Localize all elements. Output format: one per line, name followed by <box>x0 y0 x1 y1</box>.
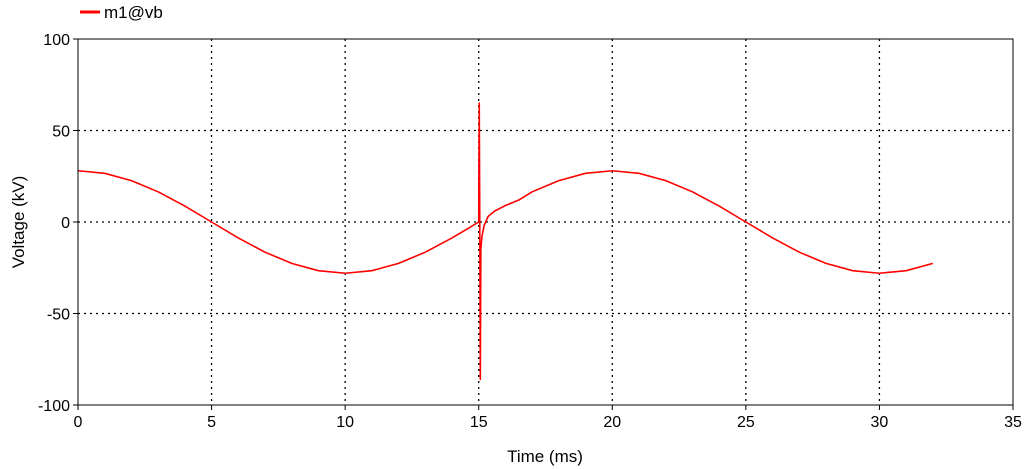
x-tick-label-25: 25 <box>737 414 755 431</box>
x-tick-label-5: 5 <box>207 414 216 431</box>
legend: m1@vb <box>80 3 163 22</box>
x-tick-label-35: 35 <box>1004 414 1022 431</box>
y-axis-title: Voltage (kV) <box>9 176 28 269</box>
x-tick-label-15: 15 <box>470 414 488 431</box>
x-tick-label-10: 10 <box>336 414 354 431</box>
y-tick-label-100: 100 <box>43 32 70 49</box>
series-line-0 <box>77 102 934 381</box>
x-tick-label-0: 0 <box>74 414 83 431</box>
y-axis: -100 -50 0 50 100 <box>38 32 78 415</box>
x-axis: 0 5 10 15 20 25 30 35 <box>74 405 1022 431</box>
x-tick-label-20: 20 <box>603 414 621 431</box>
x-tick-label-30: 30 <box>871 414 889 431</box>
y-tick-label--100: -100 <box>38 398 70 415</box>
y-tick-label--50: -50 <box>47 307 70 324</box>
legend-label-m1-vb: m1@vb <box>104 3 163 22</box>
series-layer <box>77 102 934 381</box>
y-tick-label-50: 50 <box>52 124 70 141</box>
grid <box>78 39 1013 405</box>
y-tick-label-0: 0 <box>61 215 70 232</box>
x-axis-title: Time (ms) <box>507 447 583 466</box>
